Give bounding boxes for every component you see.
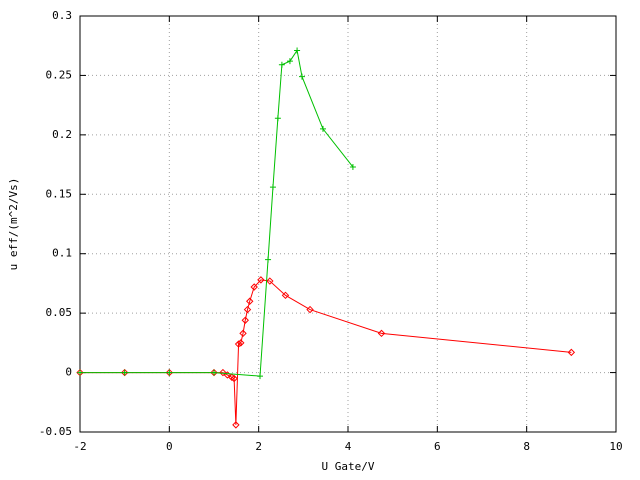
point: [219, 368, 227, 377]
series-line: [80, 279, 572, 425]
point: [241, 316, 249, 324]
y-tick-label: 0.3: [52, 9, 72, 22]
point: [294, 47, 301, 54]
x-tick-label: -2: [73, 440, 86, 453]
point: [306, 305, 314, 314]
point: [257, 373, 264, 380]
point: [286, 58, 293, 65]
point: [230, 374, 238, 383]
point: [166, 369, 173, 376]
x-tick-label: 6: [434, 440, 441, 453]
point: [298, 73, 305, 80]
point: [266, 277, 274, 285]
y-axis-label: u eff/(m^2/Vs): [7, 178, 20, 271]
point: [77, 369, 83, 376]
x-tick-label: 8: [523, 440, 530, 453]
point: [269, 184, 276, 191]
y-tick-label: 0.15: [46, 187, 73, 200]
point: [377, 329, 386, 338]
point: [278, 61, 285, 68]
point: [243, 305, 252, 314]
x-tick-label: 10: [609, 440, 622, 453]
point: [237, 339, 245, 347]
point: [239, 329, 247, 338]
y-tick-label: 0.1: [52, 247, 72, 260]
y-tick-label: 0.25: [46, 68, 73, 81]
point: [211, 369, 217, 376]
point: [246, 297, 254, 305]
y-tick-label: -0.05: [39, 425, 72, 438]
y-tick-label: 0.05: [46, 306, 73, 319]
point: [274, 115, 281, 122]
x-axis-label: U Gate/V: [322, 460, 375, 473]
point: [234, 340, 243, 348]
point: [319, 125, 326, 132]
point: [232, 421, 240, 429]
y-tick-label: 0: [65, 366, 72, 379]
x-tick-label: 2: [255, 440, 262, 453]
plot-frame: [79, 15, 617, 433]
x-tick-label: 0: [166, 440, 173, 453]
point: [265, 256, 272, 263]
point: [567, 348, 576, 357]
x-tick-label: 4: [345, 440, 352, 453]
point: [281, 291, 290, 300]
point: [250, 283, 258, 291]
series-line: [80, 49, 354, 377]
point: [257, 276, 265, 284]
point: [121, 369, 128, 376]
point: [349, 163, 356, 170]
y-tick-label: 0.2: [52, 128, 72, 141]
